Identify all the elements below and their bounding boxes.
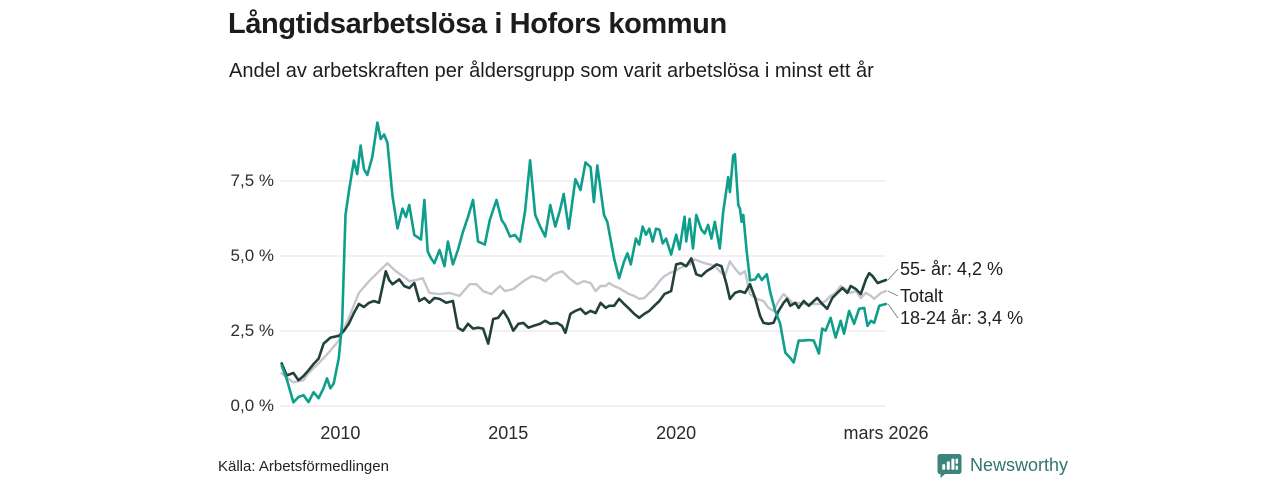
page-title: Långtidsarbetslösa i Hofors kommun bbox=[228, 8, 727, 40]
y-tick-label: 5,0 % bbox=[230, 246, 274, 265]
gridlines bbox=[280, 180, 886, 407]
y-tick-label: 0,0 % bbox=[230, 396, 274, 415]
bar-chart-speech-bubble-icon bbox=[937, 453, 962, 478]
data-series-lines bbox=[280, 121, 888, 404]
x-tick-label: 2020 bbox=[656, 423, 697, 443]
series-line-18-24-r bbox=[280, 121, 888, 404]
series-line-55-r bbox=[280, 257, 888, 382]
x-tick-label: 2015 bbox=[488, 423, 529, 443]
series-end-label: Totalt bbox=[900, 285, 944, 306]
x-tick-label: 2010 bbox=[320, 423, 361, 443]
y-tick-label: 7,5 % bbox=[230, 171, 274, 190]
label-leader-lines bbox=[887, 268, 899, 319]
y-tick-label: 2,5 % bbox=[230, 321, 274, 340]
source-note: Källa: Arbetsförmedlingen bbox=[218, 458, 389, 475]
series-end-label: 55- år: 4,2 % bbox=[900, 258, 1004, 279]
series-end-label: 18-24 år: 3,4 % bbox=[900, 308, 1024, 329]
series-line-totalt bbox=[280, 258, 888, 384]
brand-wordmark: Newsworthy bbox=[970, 454, 1069, 475]
chart-subtitle: Andel av arbetskraften per åldersgrupp s… bbox=[229, 60, 874, 82]
leader-line bbox=[887, 268, 899, 281]
leader-line bbox=[887, 303, 899, 319]
x-tick-label: mars 2026 bbox=[843, 423, 929, 443]
leader-line bbox=[887, 290, 899, 297]
newsworthy-brand-link[interactable]: Newsworthy bbox=[936, 451, 1068, 479]
